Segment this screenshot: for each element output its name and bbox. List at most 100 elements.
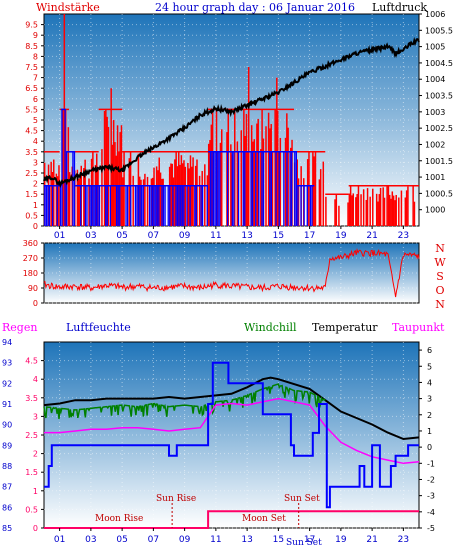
pressure-tick-label: 1003.5 xyxy=(425,92,453,101)
series-line-temperatur xyxy=(43,376,420,441)
temperature-tick-label: -5 xyxy=(427,524,435,533)
wind-direction-tick-label: 180 xyxy=(23,269,38,278)
wind-speed-tick-label: 3.5 xyxy=(25,148,38,157)
compass-label: N xyxy=(435,242,445,255)
temperature-tick-label: 1 xyxy=(427,427,432,436)
compass-label: S xyxy=(436,270,444,283)
wind-speed-tick-label: 7.5 xyxy=(25,63,38,72)
humidity-tick-label: 94 xyxy=(2,338,12,347)
x-tick-label: 09 xyxy=(179,535,191,545)
x-tick-label: 11 xyxy=(210,231,221,241)
wind-speed-tick-label: 0 xyxy=(33,222,38,231)
rain-tick-label: 4 xyxy=(33,375,38,384)
temperature-tick-label: 6 xyxy=(427,346,432,355)
temperature-tick-label: -1 xyxy=(427,459,435,468)
temperature-axis-ticks: -5 -4 -3 -2 -1 0 1 2 3 4 5 6 xyxy=(419,346,435,533)
temperature-tick-label: -2 xyxy=(427,475,435,484)
x-tick-label: 19 xyxy=(335,231,347,241)
temperature-humidity-panel: 85 86 87 88 89 90 91 92 93 94 0 0.5 1 1.5 2 2.5 3 3.5 4 4.… xyxy=(2,338,435,548)
series-line-luftfeuchte xyxy=(44,361,419,509)
pressure-axis-ticks: 1000 1000.5 1001 1001.5 1002 1002.5 1003 1003.5… xyxy=(419,10,453,215)
x-tick-label: 01 xyxy=(54,535,65,545)
pressure-tick-label: 1003 xyxy=(425,108,445,117)
wind-speed-tick-label: 3 xyxy=(33,158,38,167)
x-tick-label: 03 xyxy=(85,535,96,545)
compass-label: N xyxy=(435,298,445,311)
wind-speed-tick-label: 9 xyxy=(33,31,38,40)
pressure-axis-title: Luftdruck xyxy=(372,1,427,14)
x-tick-label: 01 xyxy=(54,231,65,241)
pressure-tick-label: 1006 xyxy=(425,10,445,19)
wind-speed-tick-label: 7 xyxy=(33,74,38,83)
wind-speed-tick-label: 1 xyxy=(33,201,38,210)
moon-set-label: Moon Set xyxy=(242,514,286,524)
humidity-axis-ticks: 85 86 87 88 89 90 91 92 93 94 xyxy=(2,338,12,533)
humidity-tick-label: 90 xyxy=(2,421,12,430)
wind-speed-tick-label: 6 xyxy=(33,95,38,104)
legend-regen: Regen xyxy=(2,321,37,334)
wind-speed-tick-label: 0.5 xyxy=(25,211,38,220)
rain-tick-label: 2 xyxy=(33,450,38,459)
pressure-tick-label: 1002.5 xyxy=(425,124,453,133)
wind-speed-tick-label: 8 xyxy=(33,52,38,61)
pressure-tick-label: 1000.5 xyxy=(425,189,453,198)
x-tick-label: 03 xyxy=(85,231,96,241)
temperature-tick-label: 3 xyxy=(427,395,432,404)
x-tick-label: 15 xyxy=(273,535,284,545)
compass-label: W xyxy=(434,256,446,269)
rain-tick-label: 4.5 xyxy=(25,357,38,366)
wind-speed-tick-label: 5.5 xyxy=(25,105,38,114)
wind-direction-tick-label: 90 xyxy=(28,284,38,293)
pressure-tick-label: 1002 xyxy=(425,140,445,149)
wind-direction-grid xyxy=(44,242,419,304)
pressure-line xyxy=(43,36,420,189)
wind-speed-tick-label: 2.5 xyxy=(25,169,38,178)
temperature-tick-label: 2 xyxy=(427,411,432,420)
humidity-tick-label: 85 xyxy=(2,524,12,533)
x-tick-label: 21 xyxy=(366,231,377,241)
humidity-tick-label: 88 xyxy=(2,462,12,471)
wind-direction-tick-label: 360 xyxy=(23,239,38,248)
temperature-tick-label: 4 xyxy=(427,378,432,387)
x-tick-label: 05 xyxy=(116,231,127,241)
x-tick-label: 09 xyxy=(179,231,191,241)
x-tick-label: 05 xyxy=(116,535,127,545)
rain-tick-label: 3 xyxy=(33,412,38,421)
rain-tick-label: 1 xyxy=(33,487,38,496)
sun-set-label: Sun Set xyxy=(284,494,320,504)
wind-direction-tick-label: 270 xyxy=(23,254,38,263)
rain-tick-label: 2.5 xyxy=(25,431,38,440)
wind-speed-tick-label: 4.5 xyxy=(25,127,38,136)
x-tick-label: 07 xyxy=(148,231,159,241)
pressure-tick-label: 1001 xyxy=(425,173,445,182)
rain-tick-label: 1.5 xyxy=(25,468,38,477)
x-tick-label: 17 xyxy=(304,535,315,545)
pressure-tick-label: 1004 xyxy=(425,75,445,84)
humidity-tick-label: 86 xyxy=(2,503,12,512)
temperature-humidity-lines xyxy=(43,361,420,529)
legend-taupunkt: Taupunkt xyxy=(392,321,445,334)
sun-set-axis-label: Sun Set xyxy=(286,538,322,548)
temperature-tick-label: -4 xyxy=(427,508,435,517)
wind-direction-tick-label: 0 xyxy=(33,299,38,308)
x-tick-label: 07 xyxy=(148,535,159,545)
series-line-regen xyxy=(44,510,419,529)
humidity-tick-label: 89 xyxy=(2,441,12,450)
series-line-windchill xyxy=(43,383,326,420)
pressure-tick-label: 1005.5 xyxy=(425,26,453,35)
compass-label: O xyxy=(435,284,444,297)
x-tick-label: 21 xyxy=(366,535,377,545)
x-tick-label: 19 xyxy=(335,535,347,545)
temperature-humidity-plot-area xyxy=(43,341,420,529)
x-tick-label: 23 xyxy=(398,535,409,545)
humidity-tick-label: 91 xyxy=(2,400,12,409)
x-tick-label: 15 xyxy=(273,231,284,241)
wind-pressure-panel: 0 0.51 1.52 2.5 33.5 44.5 5 5.56 6.57 7.5 88.5 99.5… xyxy=(25,10,453,241)
x-tick-label: 13 xyxy=(241,535,252,545)
wind-pressure-x-ticks: 01 03 05 07 09 11 13 15 17 19 21 23 xyxy=(54,226,409,241)
wind-speed-tick-label: 4 xyxy=(33,137,38,146)
x-tick-label: 11 xyxy=(210,535,221,545)
